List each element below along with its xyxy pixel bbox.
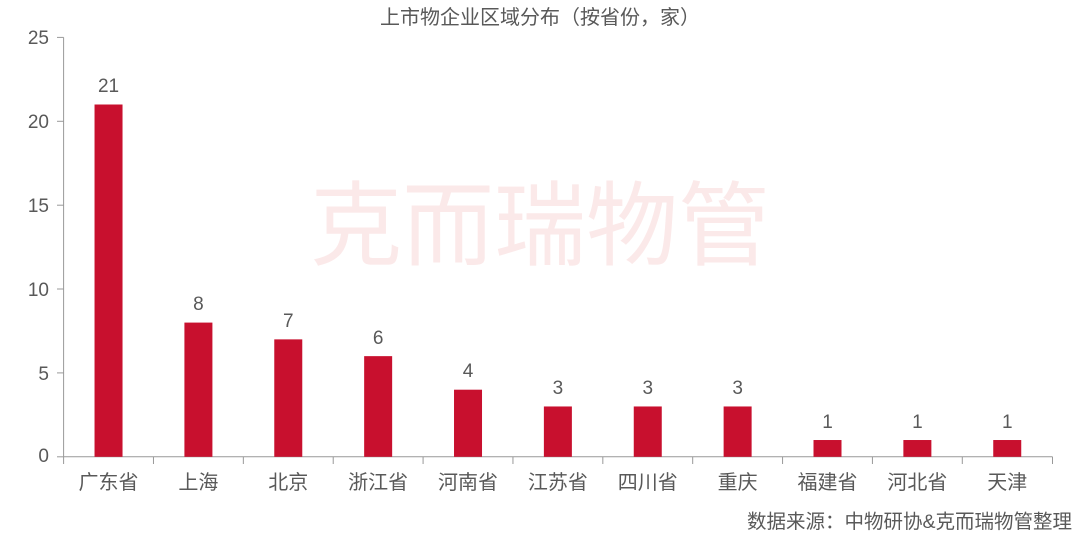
- svg-text:四川省: 四川省: [618, 471, 678, 494]
- svg-text:8: 8: [193, 294, 204, 315]
- svg-text:20: 20: [28, 112, 49, 133]
- svg-text:1: 1: [822, 412, 833, 433]
- svg-text:北京: 北京: [268, 471, 308, 494]
- svg-text:25: 25: [28, 28, 49, 49]
- svg-text:数据来源：中物研协&克而瑞物管整理: 数据来源：中物研协&克而瑞物管整理: [747, 511, 1072, 533]
- svg-text:21: 21: [98, 76, 119, 97]
- svg-text:福建省: 福建省: [798, 471, 858, 494]
- svg-text:1: 1: [912, 412, 923, 433]
- svg-text:重庆: 重庆: [718, 471, 758, 494]
- svg-text:7: 7: [283, 311, 294, 332]
- svg-text:3: 3: [642, 378, 653, 399]
- svg-text:3: 3: [553, 378, 564, 399]
- svg-text:克而瑞物管: 克而瑞物管: [310, 176, 770, 278]
- svg-text:广东省: 广东省: [79, 471, 139, 494]
- svg-text:6: 6: [373, 328, 384, 349]
- svg-text:河南省: 河南省: [438, 471, 498, 494]
- svg-text:天津: 天津: [987, 471, 1027, 494]
- svg-text:5: 5: [38, 364, 49, 385]
- svg-text:4: 4: [463, 361, 474, 382]
- svg-text:上海: 上海: [178, 471, 218, 494]
- svg-text:0: 0: [38, 446, 49, 467]
- svg-text:上市物企业区域分布（按省份，家）: 上市物企业区域分布（按省份，家）: [380, 6, 700, 29]
- svg-text:3: 3: [732, 378, 743, 399]
- svg-text:江苏省: 江苏省: [528, 471, 588, 494]
- svg-text:1: 1: [1002, 412, 1013, 433]
- svg-text:浙江省: 浙江省: [348, 471, 408, 494]
- svg-text:10: 10: [28, 280, 49, 301]
- svg-text:15: 15: [28, 196, 49, 217]
- svg-text:河北省: 河北省: [887, 471, 947, 494]
